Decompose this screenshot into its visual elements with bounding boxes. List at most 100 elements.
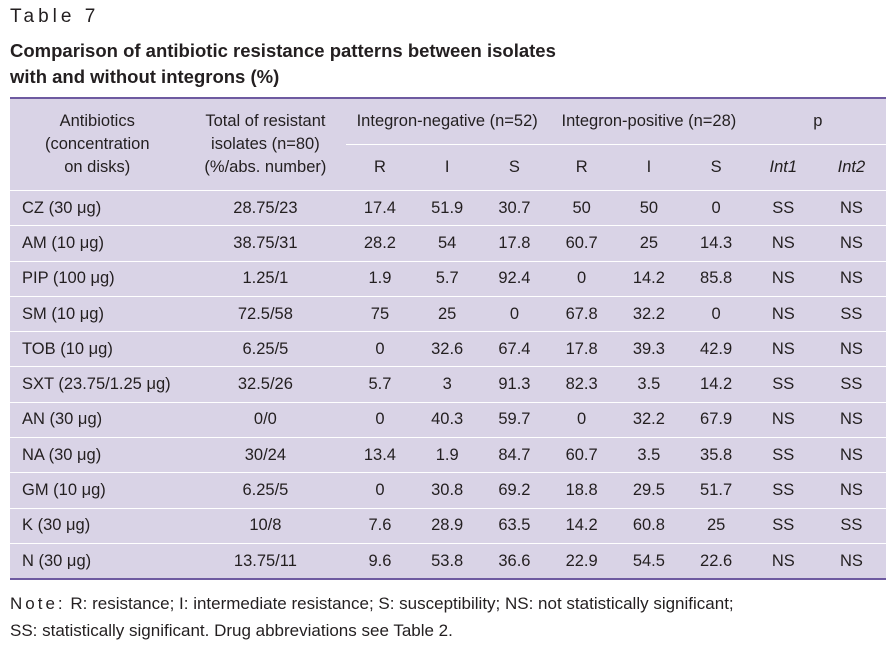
- cell-pos-i: 3.5: [615, 366, 683, 403]
- header-row-2: R I S R I S Int1 Int2: [10, 144, 886, 191]
- cell-p-int1: NS: [749, 542, 817, 580]
- caption-line-1: Comparison of antibiotic resistance patt…: [10, 40, 556, 61]
- cell-pos-i: 32.2: [615, 295, 683, 332]
- cell-antibiotic: AM (10 μg): [10, 225, 185, 262]
- cell-neg-i: 53.8: [413, 542, 481, 580]
- note-text-1: R: resistance; I: intermediate resistanc…: [70, 594, 734, 613]
- cell-neg-i: 40.3: [413, 401, 481, 438]
- cell-pos-s: 14.3: [682, 225, 750, 262]
- table-row: SM (10 μg) 72.5/58 75 25 0 67.8 32.2 0 NS SS: [10, 295, 886, 332]
- cell-neg-i: 1.9: [413, 437, 481, 473]
- cell-neg-r: 0: [346, 472, 414, 509]
- cell-p-int1: NS: [749, 225, 817, 262]
- cell-total-resistant: 32.5/26: [184, 366, 347, 403]
- header-p: p: [749, 98, 886, 145]
- table-caption: Comparison of antibiotic resistance patt…: [10, 38, 770, 90]
- cell-pos-s: 42.9: [682, 331, 750, 367]
- cell-pos-s: 14.2: [682, 366, 750, 403]
- cell-p-int1: SS: [749, 472, 817, 509]
- cell-pos-i: 39.3: [615, 331, 683, 367]
- header-antibiotics-line-1: Antibiotics: [59, 112, 135, 130]
- header-neg-s: S: [480, 144, 549, 191]
- cell-p-int2: NS: [816, 437, 886, 473]
- cell-total-resistant: 6.25/5: [184, 472, 347, 509]
- cell-p-int2: SS: [816, 295, 886, 332]
- cell-neg-s: 17.8: [480, 225, 549, 262]
- cell-neg-s: 0: [480, 295, 549, 332]
- cell-neg-r: 9.6: [346, 542, 414, 580]
- cell-pos-i: 3.5: [615, 437, 683, 473]
- header-integron-positive: Integron-positive (n=28): [548, 98, 750, 145]
- table-row: AM (10 μg) 38.75/31 28.2 54 17.8 60.7 25 14.3 NS…: [10, 225, 886, 262]
- header-pos-s: S: [682, 144, 750, 191]
- cell-pos-r: 60.7: [548, 225, 616, 262]
- cell-p-int1: SS: [749, 366, 817, 403]
- header-total-line-2: isolates (n=80): [211, 135, 320, 153]
- cell-neg-r: 13.4: [346, 437, 414, 473]
- cell-neg-s: 63.5: [480, 507, 549, 544]
- cell-pos-s: 35.8: [682, 437, 750, 473]
- cell-pos-r: 14.2: [548, 507, 616, 544]
- cell-antibiotic: SM (10 μg): [10, 295, 185, 332]
- resistance-table: Antibiotics (concentration on disks) Tot…: [10, 97, 886, 580]
- table-row: TOB (10 μg) 6.25/5 0 32.6 67.4 17.8 39.3 42.9 NS…: [10, 331, 886, 367]
- cell-total-resistant: 10/8: [184, 507, 347, 544]
- header-neg-i: I: [413, 144, 481, 191]
- header-total-line-3: (%/abs. number): [204, 158, 327, 176]
- header-integron-negative: Integron-negative (n=52): [346, 98, 549, 145]
- cell-p-int2: SS: [816, 507, 886, 544]
- caption-line-2: with and without integrons (%): [10, 66, 280, 87]
- table-row: NA (30 μg) 30/24 13.4 1.9 84.7 60.7 3.5 35.8 SS N…: [10, 437, 886, 473]
- cell-neg-r: 5.7: [346, 366, 414, 403]
- cell-neg-r: 0: [346, 331, 414, 367]
- cell-pos-i: 14.2: [615, 260, 683, 297]
- note-line-1: Note: R: resistance; I: intermediate res…: [10, 590, 890, 617]
- cell-neg-r: 7.6: [346, 507, 414, 544]
- cell-pos-s: 22.6: [682, 542, 750, 580]
- cell-total-resistant: 38.75/31: [184, 225, 347, 262]
- cell-neg-s: 30.7: [480, 189, 549, 226]
- cell-p-int1: SS: [749, 189, 817, 226]
- cell-antibiotic: PIP (100 μg): [10, 260, 185, 297]
- cell-pos-s: 25: [682, 507, 750, 544]
- table-note: Note: R: resistance; I: intermediate res…: [10, 590, 890, 644]
- cell-p-int1: NS: [749, 401, 817, 438]
- cell-neg-i: 30.8: [413, 472, 481, 509]
- cell-total-resistant: 6.25/5: [184, 331, 347, 367]
- cell-antibiotic: N (30 μg): [10, 542, 185, 580]
- cell-pos-s: 51.7: [682, 472, 750, 509]
- cell-pos-r: 82.3: [548, 366, 616, 403]
- cell-p-int2: NS: [816, 472, 886, 509]
- cell-antibiotic: SXT (23.75/1.25 μg): [10, 366, 185, 403]
- cell-neg-s: 69.2: [480, 472, 549, 509]
- cell-neg-i: 51.9: [413, 189, 481, 226]
- cell-antibiotic: NA (30 μg): [10, 437, 185, 473]
- header-row-1: Antibiotics (concentration on disks) Tot…: [10, 98, 886, 191]
- cell-p-int2: NS: [816, 401, 886, 438]
- cell-p-int1: NS: [749, 331, 817, 367]
- cell-neg-i: 5.7: [413, 260, 481, 297]
- note-label: Note:: [10, 594, 66, 613]
- header-int1: Int1: [749, 144, 817, 191]
- table-row: AN (30 μg) 0/0 0 40.3 59.7 0 32.2 67.9 NS NS: [10, 401, 886, 438]
- cell-neg-r: 28.2: [346, 225, 414, 262]
- header-pos-i: I: [615, 144, 683, 191]
- cell-pos-s: 85.8: [682, 260, 750, 297]
- header-total-resistant: Total of resistant isolates (n=80) (%/ab…: [184, 98, 347, 191]
- cell-pos-i: 32.2: [615, 401, 683, 438]
- cell-total-resistant: 72.5/58: [184, 295, 347, 332]
- cell-neg-r: 1.9: [346, 260, 414, 297]
- cell-pos-i: 60.8: [615, 507, 683, 544]
- cell-pos-r: 17.8: [548, 331, 616, 367]
- cell-antibiotic: AN (30 μg): [10, 401, 185, 438]
- cell-pos-r: 0: [548, 401, 616, 438]
- header-antibiotics: Antibiotics (concentration on disks): [10, 98, 185, 191]
- cell-neg-i: 54: [413, 225, 481, 262]
- table-number-label: Table 7: [10, 6, 100, 27]
- cell-pos-r: 50: [548, 189, 616, 226]
- cell-neg-s: 92.4: [480, 260, 549, 297]
- header-antibiotics-line-3: on disks): [64, 158, 131, 176]
- table-row: N (30 μg) 13.75/11 9.6 53.8 36.6 22.9 54.5 22.6…: [10, 542, 886, 580]
- cell-neg-r: 75: [346, 295, 414, 332]
- cell-neg-s: 36.6: [480, 542, 549, 580]
